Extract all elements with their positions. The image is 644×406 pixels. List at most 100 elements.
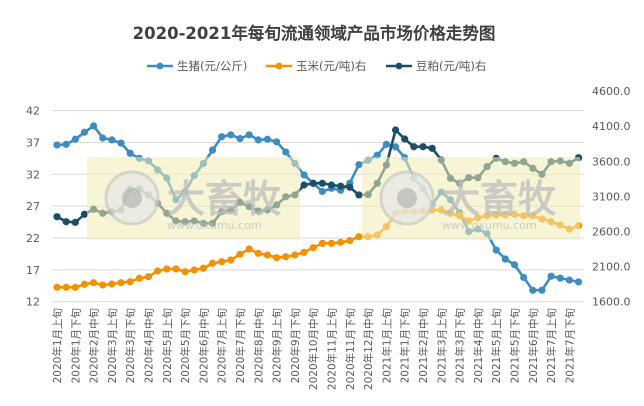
y-right-tick-label: 1600.0: [592, 296, 631, 309]
data-point: [529, 286, 537, 294]
data-point: [300, 171, 308, 179]
x-tick-label: 2020年9月上旬: [271, 308, 284, 383]
legend-item-0: 生猪(元/公斤): [147, 59, 247, 73]
data-point: [556, 274, 564, 282]
x-tick-label: 2021年5月上旬: [490, 308, 503, 383]
x-tick-label: 2020年7月上旬: [216, 308, 229, 383]
data-point: [90, 279, 98, 287]
data-point: [71, 283, 79, 291]
data-point: [53, 213, 61, 221]
data-point: [80, 210, 89, 218]
data-point: [218, 258, 226, 266]
data-point: [245, 131, 253, 139]
data-point: [355, 233, 363, 241]
data-point: [300, 248, 308, 256]
data-point: [428, 144, 436, 152]
data-point: [71, 218, 79, 226]
data-point: [172, 265, 180, 273]
data-point: [273, 138, 281, 146]
data-point: [208, 146, 217, 154]
x-tick-label: 2021年3月上旬: [435, 308, 448, 383]
data-point: [318, 187, 326, 196]
data-point: [80, 280, 89, 288]
data-point: [236, 250, 244, 258]
data-point: [227, 131, 235, 139]
x-tick-label: 2021年1月下旬: [399, 308, 412, 383]
data-point: [108, 280, 116, 288]
x-tick-label: 2020年10月中旬: [307, 308, 320, 390]
data-point: [520, 273, 528, 282]
data-point: [419, 143, 427, 151]
watermark-eye-icon: [122, 188, 142, 208]
legend-marker: [275, 62, 283, 70]
data-point: [199, 264, 207, 272]
x-tick-label: 2020年2月中旬: [88, 308, 101, 383]
x-tick-label: 2020年3月上旬: [106, 308, 119, 383]
y-right-tick-label: 4600.0: [592, 85, 631, 98]
data-point: [327, 181, 336, 189]
data-point: [309, 244, 317, 252]
y-left-tick-label: 42: [26, 105, 40, 118]
data-point: [135, 274, 143, 282]
data-point: [538, 286, 546, 294]
x-tick-label: 2020年12月中旬: [362, 308, 375, 390]
y-left-tick-label: 22: [26, 232, 40, 245]
y-axis-right: 1600.0 2100.0 2600.0 3100.0 3600.0 4100.0 4600…: [592, 85, 631, 309]
watermark-url: www.dxumu.com: [442, 219, 537, 232]
chart-title: 2020-2021年每旬流通领域产品市场价格走势图: [133, 23, 496, 43]
x-tick-label: 2021年6月中旬: [527, 308, 540, 383]
watermark-url: www.dxumu.com: [167, 219, 262, 232]
y-left-tick-label: 27: [26, 200, 40, 213]
data-point: [391, 126, 400, 134]
data-point: [355, 191, 363, 199]
watermark-brand: 大畜牧: [442, 177, 557, 221]
data-point: [218, 133, 226, 141]
data-point: [337, 182, 345, 190]
data-point: [254, 249, 262, 257]
x-tick-label: 2020年4月中旬: [143, 308, 156, 383]
x-tick-label: 2020年9月下旬: [289, 308, 302, 383]
x-tick-label: 2020年6月中旬: [197, 308, 210, 383]
data-point: [117, 139, 125, 147]
data-point: [163, 265, 171, 273]
y-axis-left: 12 17 22 27 32 37 42: [26, 105, 40, 309]
y-left-tick-label: 37: [26, 136, 40, 149]
data-point: [282, 148, 290, 156]
data-point: [154, 267, 162, 275]
data-point: [71, 135, 79, 143]
data-point: [80, 128, 89, 136]
data-point: [208, 259, 217, 267]
x-tick-label: 2021年4月中旬: [472, 308, 485, 383]
data-point: [53, 283, 61, 291]
data-point: [391, 143, 400, 151]
x-tick-label: 2020年8月中旬: [252, 308, 265, 383]
data-point: [273, 254, 281, 262]
x-tick-label: 2020年11月上旬: [326, 308, 339, 390]
y-left-tick-label: 12: [26, 296, 40, 309]
data-point: [346, 183, 354, 191]
x-tick-label: 2021年1月上旬: [380, 308, 393, 383]
y-right-tick-label: 2600.0: [592, 225, 631, 238]
data-point: [126, 149, 134, 157]
y-right-tick-label: 4100.0: [592, 120, 631, 133]
x-tick-label: 2020年5月上旬: [161, 308, 174, 383]
data-point: [291, 251, 299, 259]
data-point: [318, 179, 326, 187]
data-point: [144, 273, 153, 281]
data-point: [327, 239, 336, 247]
data-point: [117, 279, 125, 287]
data-point: [99, 281, 107, 289]
data-point: [309, 179, 317, 187]
legend-label: 豆粕(元/吨)右: [416, 59, 486, 73]
legend-item-1: 玉米(元/吨)右: [266, 59, 366, 73]
data-point: [62, 218, 70, 226]
data-point: [227, 256, 235, 264]
data-point: [337, 238, 345, 246]
legend-label: 玉米(元/吨)右: [296, 59, 366, 73]
data-point: [245, 245, 253, 253]
